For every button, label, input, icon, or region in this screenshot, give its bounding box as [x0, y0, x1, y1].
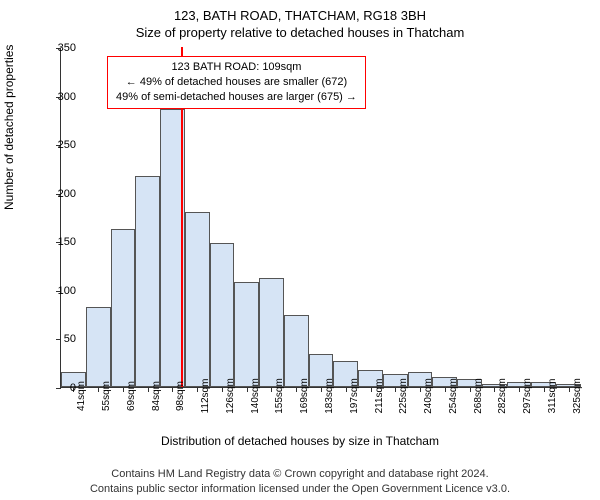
- x-tick-mark: [569, 387, 570, 392]
- histogram-bar: [259, 278, 284, 387]
- footer-line-1: Contains HM Land Registry data © Crown c…: [0, 467, 600, 481]
- x-tick-mark: [371, 387, 372, 392]
- x-tick-label: 69sqm: [126, 381, 137, 411]
- x-tick-label: 126sqm: [225, 378, 236, 414]
- y-tick-mark: [56, 339, 61, 340]
- x-tick-mark: [420, 387, 421, 392]
- x-tick-mark: [123, 387, 124, 392]
- y-tick-label: 300: [58, 91, 76, 103]
- x-tick-mark: [148, 387, 149, 392]
- x-tick-mark: [197, 387, 198, 392]
- x-tick-label: 155sqm: [274, 378, 285, 414]
- x-tick-mark: [222, 387, 223, 392]
- x-tick-mark: [395, 387, 396, 392]
- x-tick-mark: [445, 387, 446, 392]
- x-tick-label: 268sqm: [473, 378, 484, 414]
- x-tick-mark: [296, 387, 297, 392]
- info-callout-box: 123 BATH ROAD: 109sqm← 49% of detached h…: [107, 56, 366, 109]
- x-tick-label: 41sqm: [76, 381, 87, 411]
- x-tick-label: 297sqm: [522, 378, 533, 414]
- x-tick-mark: [494, 387, 495, 392]
- x-tick-mark: [470, 387, 471, 392]
- x-tick-label: 211sqm: [374, 379, 385, 414]
- x-tick-label: 140sqm: [250, 378, 261, 414]
- histogram-bar: [210, 243, 235, 387]
- x-tick-mark: [321, 387, 322, 392]
- y-tick-mark: [56, 388, 61, 389]
- histogram-bar: [284, 315, 309, 387]
- x-tick-mark: [247, 387, 248, 392]
- x-tick-mark: [519, 387, 520, 392]
- histogram-bar: [86, 307, 111, 387]
- x-tick-mark: [544, 387, 545, 392]
- y-tick-label: 100: [58, 285, 76, 297]
- x-tick-label: 98sqm: [175, 381, 186, 411]
- chart-subtitle: Size of property relative to detached ho…: [0, 23, 600, 40]
- y-tick-label: 200: [58, 188, 76, 200]
- x-tick-label: 55sqm: [101, 381, 112, 411]
- y-tick-label: 150: [58, 236, 76, 248]
- histogram-bar: [185, 212, 210, 387]
- x-tick-label: 183sqm: [324, 378, 335, 414]
- footer-line-2: Contains public sector information licen…: [0, 482, 600, 496]
- x-tick-label: 225sqm: [398, 378, 409, 414]
- x-tick-label: 254sqm: [448, 378, 459, 414]
- footer-attribution: Contains HM Land Registry data © Crown c…: [0, 467, 600, 496]
- info-box-line: 123 BATH ROAD: 109sqm: [116, 60, 357, 75]
- x-tick-label: 169sqm: [299, 378, 310, 414]
- x-tick-mark: [346, 387, 347, 392]
- x-tick-label: 112sqm: [200, 379, 211, 414]
- histogram-bar: [234, 282, 259, 387]
- info-box-line: 49% of semi-detached houses are larger (…: [116, 90, 357, 105]
- histogram-bar: [111, 229, 136, 387]
- x-tick-mark: [271, 387, 272, 392]
- histogram-bar: [135, 176, 160, 387]
- x-tick-label: 240sqm: [423, 378, 434, 414]
- y-tick-label: 50: [64, 333, 76, 345]
- x-tick-label: 325sqm: [572, 378, 583, 414]
- x-tick-label: 311sqm: [547, 379, 558, 414]
- y-tick-label: 250: [58, 139, 76, 151]
- x-tick-label: 84sqm: [151, 381, 162, 411]
- chart-plot-area: 123 BATH ROAD: 109sqm← 49% of detached h…: [60, 48, 580, 388]
- x-tick-label: 197sqm: [349, 378, 360, 414]
- info-box-line: ← 49% of detached houses are smaller (67…: [116, 75, 357, 90]
- chart-title: 123, BATH ROAD, THATCHAM, RG18 3BH: [0, 0, 600, 23]
- y-axis-label: Number of detached properties: [2, 45, 16, 210]
- x-tick-mark: [172, 387, 173, 392]
- y-tick-label: 350: [58, 42, 76, 54]
- x-tick-mark: [98, 387, 99, 392]
- x-tick-label: 282sqm: [497, 378, 508, 414]
- x-axis-label: Distribution of detached houses by size …: [0, 434, 600, 448]
